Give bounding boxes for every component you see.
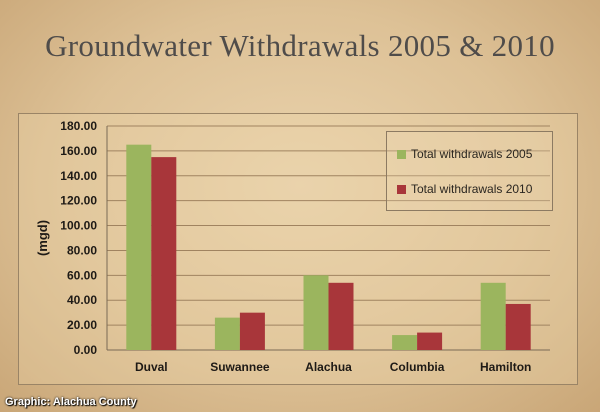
bar-2005 xyxy=(214,317,240,350)
y-tick-label: 60.00 xyxy=(67,268,97,282)
bar-2005 xyxy=(303,275,329,350)
x-tick-label: Duval xyxy=(135,360,168,374)
x-tick-label: Alachua xyxy=(305,360,352,374)
legend-label-2010: Total withdrawals 2010 xyxy=(411,182,533,196)
bar-2010 xyxy=(417,332,443,350)
bar-2005 xyxy=(480,282,506,350)
legend-item-2005: Total withdrawals 2005 xyxy=(397,147,532,161)
legend-item-2010: Total withdrawals 2010 xyxy=(397,182,532,196)
y-tick-label: 140.00 xyxy=(60,169,97,183)
bar-2005 xyxy=(392,335,418,350)
bar-2010 xyxy=(505,303,531,350)
bar-2010 xyxy=(239,312,265,350)
bar-2010 xyxy=(151,157,177,350)
y-tick-label: 180.00 xyxy=(60,119,97,133)
legend-label-2005: Total withdrawals 2005 xyxy=(411,147,533,161)
x-tick-label: Columbia xyxy=(390,360,445,374)
legend-swatch-2005 xyxy=(397,149,406,159)
bar-2005 xyxy=(126,144,152,350)
y-axis-label: (mgd) xyxy=(35,220,50,256)
x-tick-label: Hamilton xyxy=(480,360,531,374)
slide-title: Groundwater Withdrawals 2005 & 2010 xyxy=(45,28,555,63)
image-credit: Graphic: Alachua County xyxy=(5,396,137,408)
y-tick-label: 120.00 xyxy=(60,194,97,208)
y-tick-label: 100.00 xyxy=(60,219,97,233)
y-tick-label: 40.00 xyxy=(67,293,97,307)
bar-2010 xyxy=(328,282,354,350)
legend-swatch-2010 xyxy=(397,184,406,194)
y-tick-label: 20.00 xyxy=(67,318,97,332)
chart-legend: Total withdrawals 2005 Total withdrawals… xyxy=(386,131,553,211)
y-tick-label: 160.00 xyxy=(60,144,97,158)
y-tick-label: 0.00 xyxy=(74,343,98,357)
x-tick-label: Suwannee xyxy=(210,360,270,374)
y-tick-label: 80.00 xyxy=(67,243,97,257)
